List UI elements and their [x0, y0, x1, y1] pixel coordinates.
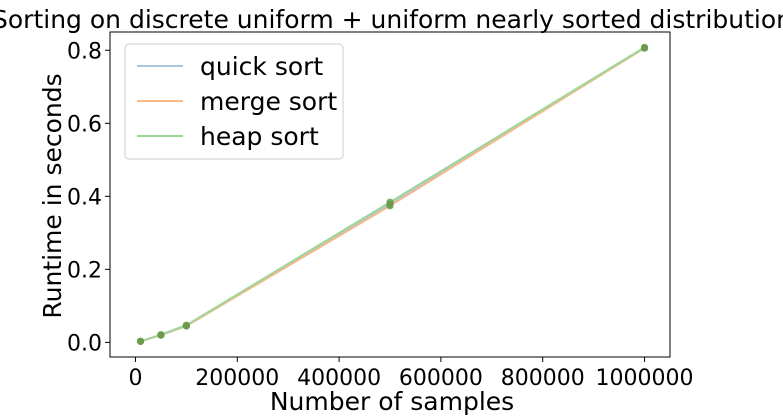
legend-label-2: heap sort — [200, 122, 319, 151]
x-tick-label: 0 — [128, 366, 142, 391]
x-tick-label: 200000 — [195, 366, 279, 391]
data-point-2-3 — [386, 198, 394, 206]
y-tick-label: 0.0 — [67, 331, 102, 356]
x-tick-label: 400000 — [297, 366, 381, 391]
data-point-2-4 — [640, 43, 649, 51]
plot-frame — [109, 31, 671, 358]
x-axis: 0 200000 400000 600000 800000 1000000 — [128, 357, 694, 391]
legend-label-1: merge sort — [200, 87, 337, 116]
legend: quick sort merge sort heap sort — [124, 43, 344, 160]
y-tick-label: 0.4 — [67, 185, 102, 210]
chart-title: Sorting on discrete uniform + uniform ne… — [0, 5, 783, 34]
y-axis: 0.0 0.2 0.4 0.6 0.8 — [67, 39, 110, 356]
y-axis-label: Runtime in seconds — [38, 73, 67, 318]
legend-box — [124, 43, 344, 160]
plot-content — [136, 43, 649, 345]
data-point-2-2 — [182, 321, 190, 329]
x-axis-label: Number of samples — [270, 387, 514, 416]
legend-label-0: quick sort — [200, 52, 323, 81]
x-tick-label: 800000 — [501, 366, 585, 391]
y-tick-label: 0.8 — [67, 39, 102, 64]
y-tick-label: 0.2 — [67, 258, 102, 283]
x-tick-label: 1000000 — [596, 366, 694, 391]
x-tick-label: 600000 — [399, 366, 483, 391]
y-tick-label: 0.6 — [67, 112, 102, 137]
data-point-2-0 — [136, 337, 145, 345]
data-point-2-1 — [157, 331, 165, 339]
